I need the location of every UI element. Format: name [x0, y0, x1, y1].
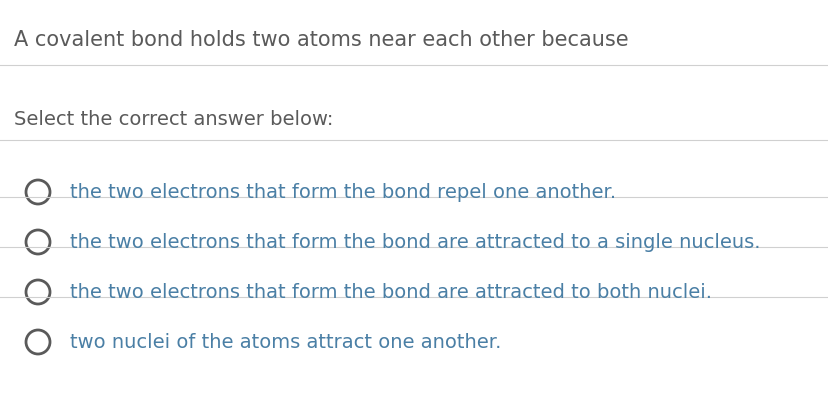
Text: Select the correct answer below:: Select the correct answer below:: [14, 110, 333, 129]
Text: A covalent bond holds two atoms near each other because: A covalent bond holds two atoms near eac…: [14, 30, 628, 50]
Text: two nuclei of the atoms attract one another.: two nuclei of the atoms attract one anot…: [70, 333, 501, 351]
Text: the two electrons that form the bond repel one another.: the two electrons that form the bond rep…: [70, 182, 615, 201]
Text: the two electrons that form the bond are attracted to a single nucleus.: the two electrons that form the bond are…: [70, 232, 759, 251]
Text: the two electrons that form the bond are attracted to both nuclei.: the two electrons that form the bond are…: [70, 282, 711, 301]
